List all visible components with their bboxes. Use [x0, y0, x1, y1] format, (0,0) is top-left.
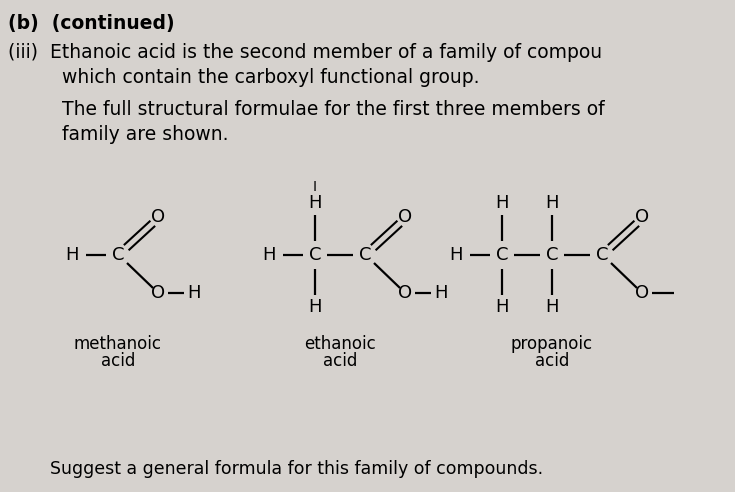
Text: which contain the carboxyl functional group.: which contain the carboxyl functional gr… [8, 68, 479, 87]
Text: H: H [434, 284, 448, 302]
Text: ethanoic: ethanoic [304, 335, 376, 353]
Text: C: C [309, 246, 321, 264]
Text: Suggest a general formula for this family of compounds.: Suggest a general formula for this famil… [50, 460, 543, 478]
Text: H: H [545, 298, 559, 316]
Text: acid: acid [323, 352, 357, 370]
Text: O: O [398, 284, 412, 302]
Text: acid: acid [535, 352, 569, 370]
Text: C: C [359, 246, 371, 264]
Text: C: C [112, 246, 124, 264]
Text: acid: acid [101, 352, 135, 370]
Text: H: H [495, 194, 509, 212]
Text: H: H [495, 298, 509, 316]
Text: C: C [546, 246, 559, 264]
Text: methanoic: methanoic [74, 335, 162, 353]
Text: O: O [635, 208, 649, 226]
Text: I: I [313, 180, 317, 194]
Text: propanoic: propanoic [511, 335, 593, 353]
Text: H: H [308, 194, 322, 212]
Text: O: O [151, 284, 165, 302]
Text: O: O [635, 284, 649, 302]
Text: C: C [596, 246, 609, 264]
Text: H: H [545, 194, 559, 212]
Text: H: H [308, 298, 322, 316]
Text: family are shown.: family are shown. [8, 125, 229, 144]
Text: H: H [187, 284, 201, 302]
Text: (b)  (continued): (b) (continued) [8, 14, 175, 33]
Text: (iii)  Ethanoic acid is the second member of a family of compou: (iii) Ethanoic acid is the second member… [8, 43, 602, 62]
Text: H: H [65, 246, 79, 264]
Text: O: O [151, 208, 165, 226]
Text: C: C [495, 246, 508, 264]
Text: The full structural formulae for the first three members of: The full structural formulae for the fir… [8, 100, 605, 119]
Text: H: H [262, 246, 276, 264]
Text: O: O [398, 208, 412, 226]
Text: H: H [449, 246, 463, 264]
